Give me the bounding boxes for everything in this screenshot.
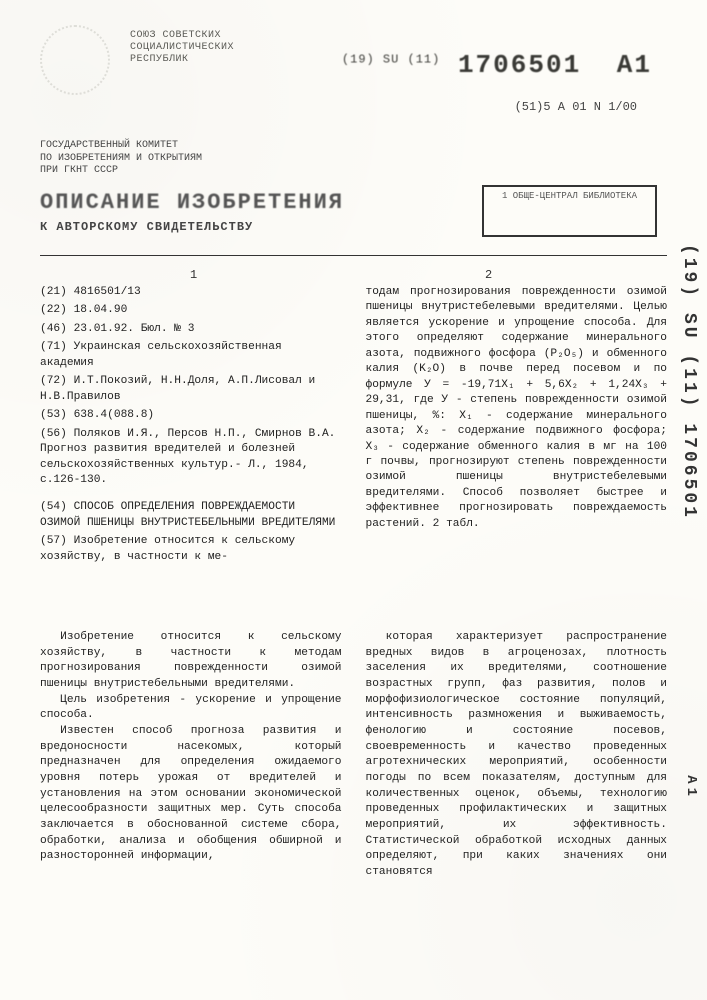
spacer [40, 491, 342, 497]
field-57-start: (57) Изобретение относится к сельскому х… [40, 534, 342, 565]
publication-number: (19) SU (11) 1706501 А1 [342, 50, 652, 80]
pub-prefix: (19) SU (11) [342, 52, 440, 66]
biblio-left-column: (21) 4816501/13 (22) 18.04.90 (46) 23.01… [40, 285, 342, 568]
side-pub-kind: А1 [683, 775, 699, 800]
desc-para-2: Цель изобретения - ускорение и упрощение… [40, 693, 342, 724]
abstract-text: тодам прогнозирования поврежденности ози… [366, 285, 668, 532]
committee-block: ГОСУДАРСТВЕННЫЙ КОМИТЕТ ПО ИЗОБРЕТЕНИЯМ … [40, 140, 202, 178]
biblio-columns: (21) 4816501/13 (22) 18.04.90 (46) 23.01… [40, 285, 667, 568]
state-emblem [40, 25, 110, 95]
side-pub-code: (19) SU (11) 1706501 [679, 244, 699, 520]
field-56: (56) Поляков И.Я., Персов Н.П., Смирнов … [40, 427, 342, 489]
field-22: (22) 18.04.90 [40, 303, 342, 318]
patent-page: СОЮЗ СОВЕТСКИХ СОЦИАЛИСТИЧЕСКИХ РЕСПУБЛИ… [0, 0, 707, 1000]
field-21: (21) 4816501/13 [40, 285, 342, 300]
union-name: СОЮЗ СОВЕТСКИХ СОЦИАЛИСТИЧЕСКИХ РЕСПУБЛИ… [130, 30, 234, 66]
doc-title: ОПИСАНИЕ ИЗОБРЕТЕНИЯ [40, 190, 344, 215]
library-stamp: 1 ОБЩЕ-ЦЕНТРАЛ БИБЛИОТЕКА [482, 185, 657, 237]
desc-para-4: которая характеризует распространение вр… [366, 630, 668, 881]
column-number-2: 2 [485, 268, 492, 282]
field-54-title: (54) СПОСОБ ОПРЕДЕЛЕНИЯ ПОВРЕЖДАЕМОСТИ О… [40, 500, 342, 531]
description-left-column: Изобретение относится к сельскому хозяйс… [40, 630, 342, 881]
pub-kind: А1 [617, 50, 652, 80]
field-71: (71) Украинская сельскохозяйственная ака… [40, 340, 342, 371]
desc-para-1: Изобретение относится к сельскому хозяйс… [40, 630, 342, 693]
biblio-right-column: тодам прогнозирования поврежденности ози… [366, 285, 668, 568]
field-46: (46) 23.01.92. Бюл. № 3 [40, 322, 342, 337]
column-number-1: 1 [190, 268, 197, 282]
header-rule [40, 255, 667, 256]
description-right-column: которая характеризует распространение вр… [366, 630, 668, 881]
ipc-class: (51)5 А 01 N 1/00 [515, 100, 637, 114]
desc-para-3: Известен способ прогноза развития и вред… [40, 724, 342, 865]
field-53: (53) 638.4(088.8) [40, 408, 342, 423]
doc-subtitle: К АВТОРСКОМУ СВИДЕТЕЛЬСТВУ [40, 220, 253, 234]
pub-number: 1706501 [458, 50, 581, 80]
field-72: (72) И.Т.Покозий, Н.Н.Доля, А.П.Лисовал … [40, 374, 342, 405]
description-columns: Изобретение относится к сельскому хозяйс… [40, 630, 667, 881]
